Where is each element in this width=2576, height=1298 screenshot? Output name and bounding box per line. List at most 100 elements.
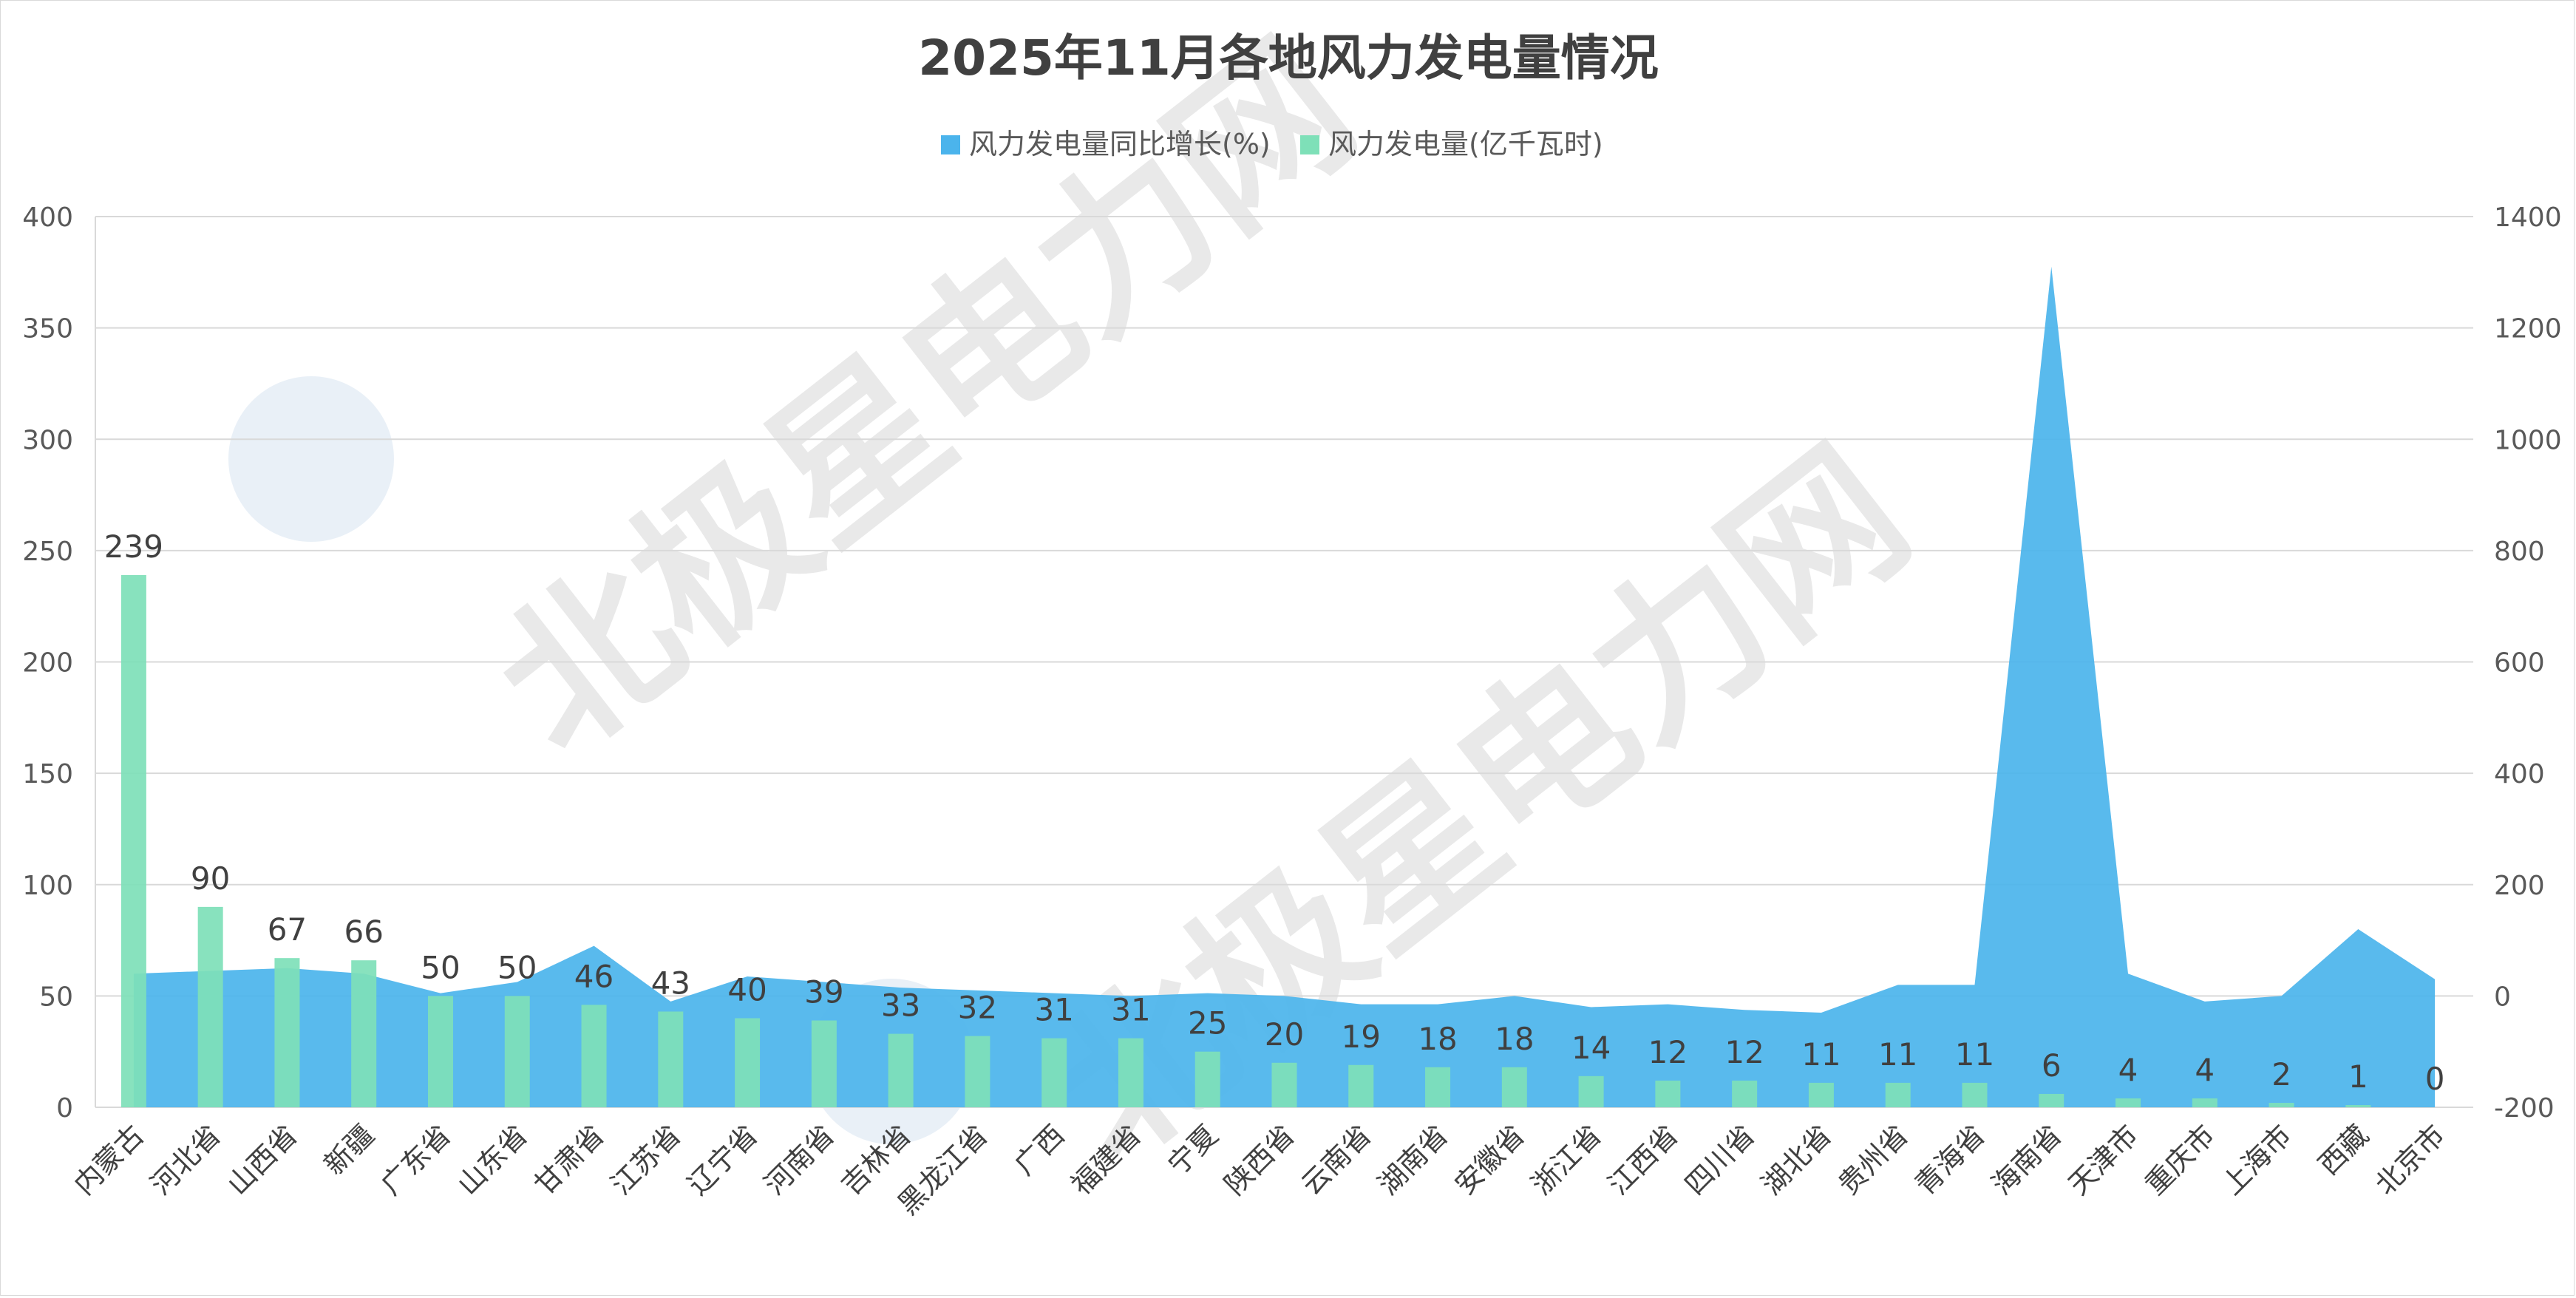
generation-data-label-0: 239 [104,529,163,565]
generation-bar-29 [2345,1104,2371,1107]
generation-data-label-21: 12 [1724,1034,1764,1070]
legend-swatch-growth [941,135,960,154]
generation-data-label-18: 18 [1495,1021,1534,1057]
generation-bar-10 [888,1033,914,1107]
generation-data-label-8: 40 [727,972,767,1008]
generation-data-label-11: 32 [958,990,997,1026]
generation-bar-20 [1655,1080,1681,1107]
category-label-19: 浙江省 [1525,1118,1608,1201]
generation-data-label-6: 46 [574,958,614,994]
generation-bar-27 [2192,1098,2218,1107]
category-label-18: 安徽省 [1448,1118,1531,1201]
left-axis-tick-6: 300 [22,425,73,455]
legend-label-generation: 风力发电量(亿千瓦时) [1328,128,1603,160]
category-label-7: 江苏省 [605,1118,687,1201]
generation-bar-22 [1808,1082,1834,1107]
generation-bar-21 [1732,1080,1758,1107]
generation-data-label-12: 31 [1034,992,1073,1028]
generation-bar-8 [735,1018,761,1107]
category-label-12: 广西 [1008,1118,1071,1181]
generation-data-label-20: 12 [1648,1034,1688,1070]
generation-bar-1 [197,906,223,1107]
generation-data-label-23: 11 [1878,1036,1917,1073]
generation-bar-4 [427,996,453,1107]
generation-data-label-1: 90 [191,860,230,897]
generation-bar-23 [1885,1082,1911,1107]
generation-data-label-10: 33 [881,988,920,1024]
generation-bar-26 [2115,1098,2141,1107]
category-label-3: 新疆 [318,1118,381,1181]
category-label-1: 河北省 [144,1118,227,1201]
category-label-20: 江西省 [1602,1118,1685,1201]
generation-bar-28 [2269,1102,2294,1107]
legend-swatch-generation [1300,135,1319,154]
generation-bar-16 [1348,1064,1374,1107]
category-label-30: 北京市 [2369,1118,2452,1201]
watermark-text-0: 北极星电力网 [463,7,1389,790]
generation-bar-6 [581,1005,607,1107]
left-axis-tick-2: 100 [22,871,73,901]
right-axis-tick-3: 400 [2494,759,2545,789]
chart-title: 2025年11月各地风力发电量情况 [918,30,1659,86]
category-label-23: 贵州省 [1832,1118,1914,1201]
generation-bar-11 [965,1036,990,1107]
generation-bars-layer [120,575,2371,1107]
generation-bar-24 [1962,1082,1988,1107]
right-axis-tick-0: -200 [2494,1093,2555,1124]
right-axis-tick-4: 600 [2494,648,2545,679]
category-label-15: 陕西省 [1218,1118,1301,1201]
left-axis-tick-1: 50 [39,982,73,1012]
generation-data-label-19: 14 [1571,1030,1611,1066]
generation-data-label-25: 6 [2042,1047,2062,1084]
category-label-21: 四川省 [1679,1118,1761,1201]
generation-bar-13 [1118,1038,1143,1107]
category-label-8: 辽宁省 [682,1118,764,1201]
generation-data-label-15: 20 [1265,1016,1304,1053]
category-label-17: 湖南省 [1372,1118,1455,1201]
generation-data-label-4: 50 [421,949,460,985]
left-axis-tick-8: 400 [22,203,73,233]
generation-bar-25 [2039,1093,2064,1107]
category-label-24: 青海省 [1909,1118,1991,1201]
right-axis-tick-2: 200 [2494,871,2545,901]
generation-data-label-5: 50 [497,949,537,985]
generation-data-label-26: 4 [2118,1052,2138,1088]
generation-bar-3 [351,960,377,1107]
generation-data-label-30: 0 [2425,1061,2445,1097]
category-label-5: 山东省 [451,1118,534,1201]
legend-label-growth: 风力发电量同比增长(%) [969,128,1271,160]
right-axis-tick-8: 1400 [2494,203,2562,233]
left-axis-tick-3: 150 [22,759,73,789]
generation-data-label-13: 31 [1111,992,1150,1028]
category-label-6: 甘肃省 [528,1118,611,1201]
generation-bar-0 [120,575,146,1107]
right-axis-tick-6: 1000 [2494,425,2562,455]
generation-bar-19 [1578,1076,1604,1107]
generation-data-label-14: 25 [1188,1005,1227,1042]
generation-data-label-27: 4 [2195,1052,2215,1088]
category-label-27: 重庆市 [2138,1118,2221,1201]
category-label-25: 海南省 [1985,1118,2068,1201]
left-axis-tick-5: 250 [22,537,73,567]
category-label-22: 湖北省 [1756,1118,1838,1201]
right-axis-tick-5: 800 [2494,537,2545,567]
generation-bar-15 [1271,1062,1297,1107]
left-axis-tick-4: 200 [22,648,73,679]
right-axis-tick-7: 1200 [2494,314,2562,344]
category-label-4: 广东省 [375,1118,458,1201]
generation-bar-12 [1041,1038,1067,1107]
generation-bar-2 [274,958,300,1107]
right-axis-tick-1: 0 [2494,982,2511,1012]
category-label-9: 河南省 [758,1118,840,1201]
category-label-28: 上海市 [2215,1118,2298,1201]
generation-data-label-29: 1 [2348,1059,2368,1095]
category-label-16: 云南省 [1295,1118,1378,1201]
generation-bar-17 [1425,1067,1451,1107]
generation-bar-18 [1501,1067,1527,1107]
generation-data-label-9: 39 [804,974,843,1010]
category-label-26: 天津市 [2062,1118,2145,1201]
generation-data-label-2: 67 [268,911,307,948]
generation-data-label-16: 19 [1342,1019,1381,1055]
generation-data-label-28: 2 [2271,1056,2291,1093]
